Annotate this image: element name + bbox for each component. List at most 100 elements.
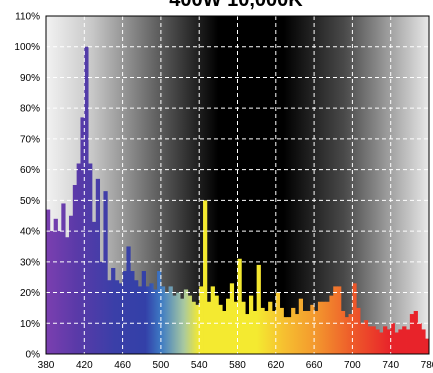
spectrum-bar [222, 310, 227, 354]
spectrum-bar [379, 332, 384, 354]
y-tick-label: 40% [20, 227, 40, 238]
spectrum-bar [291, 307, 296, 354]
spectrum-bar [61, 203, 66, 354]
spectrum-bar [68, 215, 74, 354]
spectrum-bar [229, 283, 235, 354]
spectrum-bar [245, 314, 250, 354]
spectrum-bar [111, 267, 116, 354]
spectrum-bar [99, 261, 104, 354]
x-tick-label: 780 [421, 360, 433, 371]
spectrum-bar [226, 298, 231, 354]
x-tick-label: 380 [38, 360, 55, 371]
x-tick-label: 620 [267, 360, 284, 371]
spectrum-bar [103, 191, 108, 354]
spectrum-bar [386, 329, 392, 354]
chart-title: 400W 10,000K [169, 0, 303, 11]
y-tick-label: 70% [20, 134, 40, 145]
spectrum-bar [84, 46, 89, 354]
x-tick-label: 500 [153, 360, 170, 371]
x-tick-label: 740 [382, 360, 399, 371]
spectrum-bar [88, 163, 93, 354]
spectrum-bar [157, 271, 162, 354]
spectrum-bar [302, 310, 307, 354]
spectrum-bar [153, 289, 158, 354]
spectrum-bar [264, 310, 269, 354]
spectrum-bar [352, 283, 357, 354]
spectrum-bar [344, 317, 349, 354]
spectrum-bar [172, 295, 177, 354]
spectrum-bar [134, 280, 139, 354]
plot-frame [45, 15, 430, 355]
spectrum-bar [141, 271, 146, 354]
spectrum-bar [114, 280, 120, 354]
spectrum-bar [294, 314, 300, 354]
y-tick-label: 0% [26, 350, 41, 361]
spectrum-bar [356, 307, 361, 354]
spectrum-bar [321, 301, 326, 354]
spectrum-bar [306, 310, 311, 354]
spectrum-bar [91, 221, 97, 354]
spectrum-bar [360, 323, 365, 354]
spectrum-bar [367, 326, 372, 354]
spectrum-bar [279, 307, 284, 354]
y-tick-label: 80% [20, 104, 40, 115]
spectrum-bar [394, 332, 399, 354]
spectrum-bar [126, 246, 131, 354]
spectrum-bar [317, 301, 323, 354]
spectrum-bar [237, 258, 242, 354]
spectrum-bar [337, 286, 342, 354]
spectrum-bar [107, 280, 112, 354]
x-tick-label: 540 [191, 360, 208, 371]
spectrum-bar [118, 283, 123, 354]
x-tick-label: 460 [114, 360, 131, 371]
spectrum-bar [340, 310, 346, 354]
spectrum-bar [203, 200, 208, 354]
spectrum-bar [425, 338, 430, 354]
spectrum-bar [160, 286, 166, 354]
spectrum-bar [271, 310, 277, 354]
y-tick-label: 90% [20, 73, 40, 84]
spectrum-bar [191, 301, 196, 354]
x-axis-ticks: 380 420 460 500 540 580 620 660 700 740 780 [38, 360, 433, 371]
spectrum-bar [137, 286, 143, 354]
y-tick-label: 100% [14, 42, 40, 53]
spectrum-bar [287, 317, 292, 354]
spectrum-bar [49, 231, 55, 354]
spectrum-bar [398, 329, 403, 354]
spectrum-bar [206, 301, 212, 354]
spectrum-bar [413, 310, 418, 354]
spectrum-bar [241, 301, 246, 354]
spectrum-bar [46, 209, 51, 354]
spectrum-bar [363, 320, 369, 354]
spectrum-bar [409, 314, 415, 354]
spectrum-bar [390, 323, 395, 354]
y-tick-label: 50% [20, 196, 40, 207]
spectrum-bar [402, 326, 407, 354]
spectrum-bar [187, 295, 192, 354]
spectrum-bar [406, 329, 411, 354]
y-tick-label: 110% [15, 12, 40, 23]
spectrum-bar [252, 310, 258, 354]
x-tick-label: 700 [344, 360, 361, 371]
spectrum-bar [122, 271, 127, 354]
spectrum-bar [65, 237, 70, 354]
spectrum-bar [421, 329, 426, 354]
spectrum-bar [130, 271, 135, 354]
spectrum-bar [210, 286, 215, 354]
spectrum-bar [417, 323, 422, 354]
y-tick-label: 20% [20, 288, 40, 299]
x-tick-label: 580 [229, 360, 246, 371]
spectrum-bar [195, 304, 200, 354]
spectrum-bar [176, 292, 181, 354]
spectrum-bar [383, 326, 388, 354]
spectrum-bar [329, 295, 334, 354]
spectrum-bar [180, 298, 185, 354]
spectrum-bar [375, 329, 380, 354]
spectrum-bar [214, 295, 219, 354]
spectrum-bar [72, 185, 78, 354]
spectrum-bar [95, 178, 101, 354]
spectrum-bar [76, 163, 81, 354]
spectrum-bar [199, 286, 204, 354]
y-tick-label: 60% [20, 165, 40, 176]
